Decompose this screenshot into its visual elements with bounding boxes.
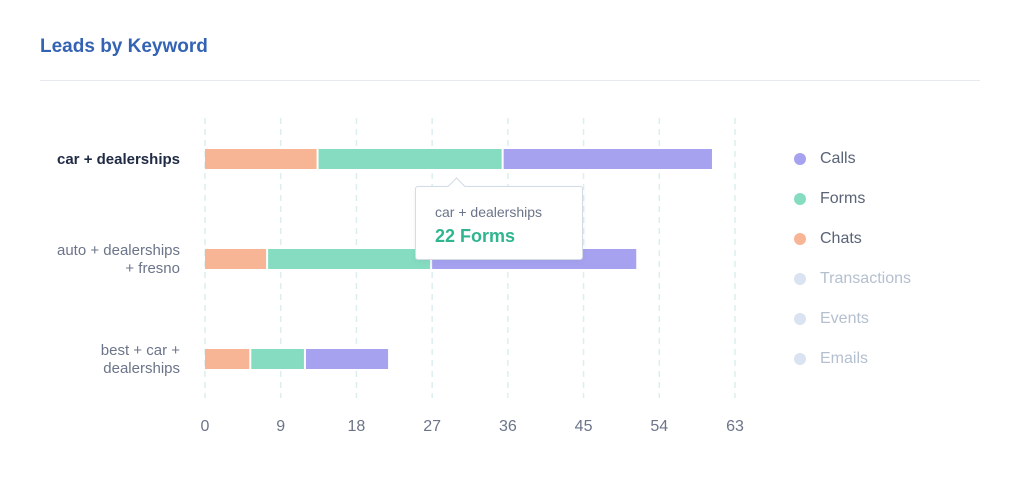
category-label: + fresno <box>125 260 180 277</box>
category-label: auto + dealerships <box>57 242 180 259</box>
legend-dot-icon <box>794 273 806 285</box>
legend-label: Chats <box>820 230 862 247</box>
legend: Calls Forms Chats Transactions Events Emails <box>794 148 911 388</box>
legend-item-calls[interactable]: Calls <box>794 148 911 170</box>
legend-label: Transactions <box>820 270 911 287</box>
bar-forms <box>251 349 304 369</box>
legend-dot-icon <box>794 153 806 165</box>
tooltip-value: 22 Forms <box>435 226 516 246</box>
x-tick-label: 0 <box>201 418 210 435</box>
legend-dot-icon <box>794 193 806 205</box>
x-tick-label: 45 <box>575 418 593 435</box>
bar-chats <box>205 349 250 369</box>
category-label: car + dealerships <box>57 151 180 168</box>
category-label: best + car + <box>101 342 180 359</box>
legend-dot-icon <box>794 313 806 325</box>
x-tick-label: 63 <box>726 418 744 435</box>
x-tick-label: 27 <box>423 418 441 435</box>
bar-chats <box>205 149 317 169</box>
x-tick-label: 36 <box>499 418 517 435</box>
x-tick-label: 54 <box>650 418 668 435</box>
legend-label: Emails <box>820 350 869 367</box>
legend-item-events[interactable]: Events <box>794 308 911 330</box>
bar-tooltip: car + dealerships 22 Forms <box>415 177 583 260</box>
bar-forms <box>318 149 502 169</box>
bar-chats <box>205 249 267 269</box>
bar-calls <box>305 349 389 369</box>
legend-item-chats[interactable]: Chats <box>794 228 911 250</box>
bar-forms <box>268 249 431 269</box>
tooltip-category: car + dealerships <box>435 204 543 220</box>
legend-item-transactions[interactable]: Transactions <box>794 268 911 290</box>
legend-item-forms[interactable]: Forms <box>794 188 911 210</box>
chart-title: Leads by Keyword <box>40 36 208 57</box>
legend-label: Forms <box>820 190 866 207</box>
legend-item-emails[interactable]: Emails <box>794 348 911 370</box>
x-tick-label: 18 <box>348 418 366 435</box>
legend-label: Events <box>820 310 869 327</box>
header-divider <box>40 80 980 81</box>
category-label: dealerships <box>103 360 180 377</box>
legend-label: Calls <box>820 150 856 167</box>
bar-calls <box>503 149 712 169</box>
legend-dot-icon <box>794 353 806 365</box>
legend-dot-icon <box>794 233 806 245</box>
x-tick-label: 9 <box>276 418 285 435</box>
